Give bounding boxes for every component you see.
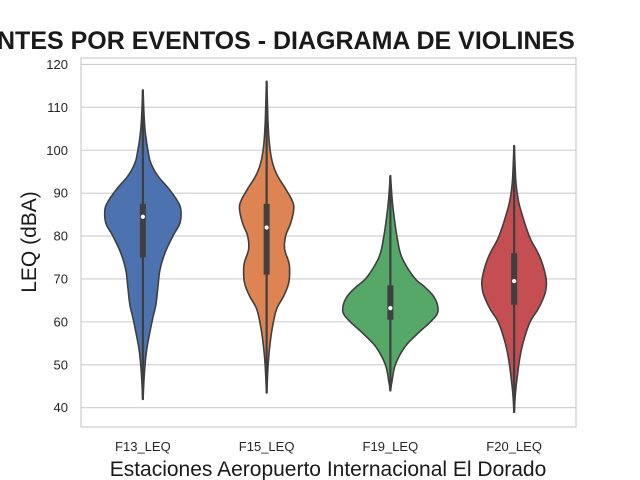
x-tick-label: F19_LEQ xyxy=(363,439,419,454)
violin-f13-leq xyxy=(103,89,182,401)
y-tick-label: 60 xyxy=(54,314,68,329)
violin-f15-leq xyxy=(238,80,295,394)
x-tick-label: F13_LEQ xyxy=(115,439,171,454)
y-tick-labels: 40 50 60 70 80 90 100 110 120 xyxy=(46,57,68,415)
violin-median-point xyxy=(512,279,517,284)
y-tick-label: 120 xyxy=(46,57,68,72)
chart-title: NTES POR EVENTOS - DIAGRAMA DE VIOLINES xyxy=(0,27,575,55)
violin-median-point xyxy=(264,225,269,230)
y-tick-label: 90 xyxy=(54,186,68,201)
y-tick-label: 40 xyxy=(54,400,68,415)
y-tick-label: 80 xyxy=(54,229,68,244)
violin-f19-leq xyxy=(341,174,439,392)
x-axis-label: Estaciones Aeropuerto Internacional El D… xyxy=(110,458,547,480)
y-axis-label: LEQ (dBA) xyxy=(18,191,41,293)
plot-frame xyxy=(80,57,577,428)
x-tick-label: F15_LEQ xyxy=(239,439,295,454)
y-tick-label: 70 xyxy=(54,271,68,286)
y-tick-label: 50 xyxy=(54,357,68,372)
violins xyxy=(103,80,548,414)
x-tick-label: F20_LEQ xyxy=(486,439,542,454)
violin-median-point xyxy=(140,214,145,219)
y-tick-label: 100 xyxy=(46,143,68,158)
violin-median-point xyxy=(388,306,393,311)
x-tick-labels: F13_LEQ F15_LEQ F19_LEQ F20_LEQ xyxy=(115,439,542,454)
y-tick-label: 110 xyxy=(47,100,68,115)
violin-f20-leq xyxy=(481,144,548,414)
